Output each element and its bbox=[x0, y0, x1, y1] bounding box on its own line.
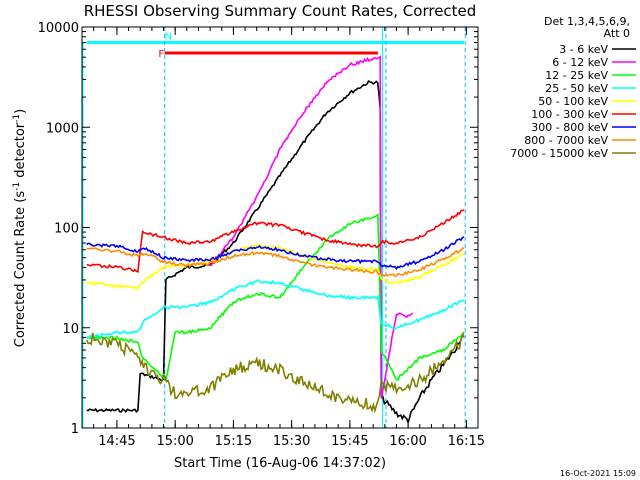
flag-label-n: N bbox=[164, 32, 171, 43]
series-line-7 bbox=[86, 236, 465, 271]
y-axis: 1 10 100 1000 10000 bbox=[38, 21, 478, 437]
series-line-3 bbox=[86, 213, 465, 382]
y-axis-label-sup1: -1 bbox=[12, 182, 22, 191]
legend-header-2: Att 0 bbox=[604, 27, 630, 40]
legend-header-1: Det 1,3,4,5,6,9, bbox=[544, 15, 630, 28]
y-axis-label-end: ) bbox=[13, 109, 28, 114]
series-line-6 bbox=[86, 209, 465, 273]
series-line-2 bbox=[209, 55, 414, 399]
y-tick-label-5: 10000 bbox=[38, 21, 79, 36]
x-tick-label-2: 15:00 bbox=[156, 434, 193, 449]
y-tick-label-4: 1000 bbox=[46, 121, 79, 136]
plot-area: FN bbox=[81, 26, 479, 429]
legend-label-1: 3 - 6 keV bbox=[559, 43, 608, 56]
x-axis-label: Start Time (16-Aug-06 14:37:02) bbox=[174, 456, 386, 471]
flag-label-f: F bbox=[158, 49, 164, 60]
chart-title: RHESSI Observing Summary Count Rates, Co… bbox=[84, 2, 477, 20]
x-tick-label-5: 15:45 bbox=[331, 434, 368, 449]
legend-label-8: 800 - 7000 keV bbox=[524, 134, 608, 147]
y-axis-label-mid: detector bbox=[13, 122, 28, 182]
footer-timestamp: 16-Oct-2021 15:09 bbox=[560, 469, 636, 478]
legend-label-5: 50 - 100 keV bbox=[538, 95, 608, 108]
legend-label-6: 100 - 300 keV bbox=[531, 108, 608, 121]
y-axis-label-main: Corrected Count Rate (s bbox=[13, 191, 28, 348]
series-line-9 bbox=[85, 332, 465, 414]
legend-label-4: 25 - 50 keV bbox=[545, 82, 608, 95]
legend-label-7: 300 - 800 keV bbox=[531, 121, 608, 134]
legend-label-2: 6 - 12 keV bbox=[552, 56, 608, 69]
x-tick-label-6: 16:00 bbox=[389, 434, 426, 449]
y-tick-label-3: 100 bbox=[54, 222, 79, 237]
series-line-5 bbox=[86, 243, 465, 291]
x-tick-label-4: 15:30 bbox=[273, 434, 310, 449]
y-tick-label-2: 10 bbox=[62, 322, 79, 337]
x-tick-label-7: 16:15 bbox=[448, 434, 485, 449]
y-axis-label-sup2: -1 bbox=[12, 114, 22, 123]
legend-label-9: 7000 - 15000 keV bbox=[510, 147, 608, 160]
series-line-1 bbox=[86, 79, 465, 425]
x-tick-label-1: 14:45 bbox=[98, 434, 135, 449]
legend-label-3: 12 - 25 keV bbox=[545, 69, 608, 82]
x-axis: 14:45 15:00 15:15 15:30 15:45 16:00 16:15 bbox=[93, 27, 485, 449]
y-tick-label-1: 1 bbox=[71, 422, 79, 437]
series-line-4 bbox=[86, 278, 465, 340]
x-tick-label-3: 15:15 bbox=[215, 434, 252, 449]
y-axis-label: Corrected Count Rate (s-1 detector-1) bbox=[12, 109, 28, 347]
series-line-8 bbox=[86, 247, 465, 278]
